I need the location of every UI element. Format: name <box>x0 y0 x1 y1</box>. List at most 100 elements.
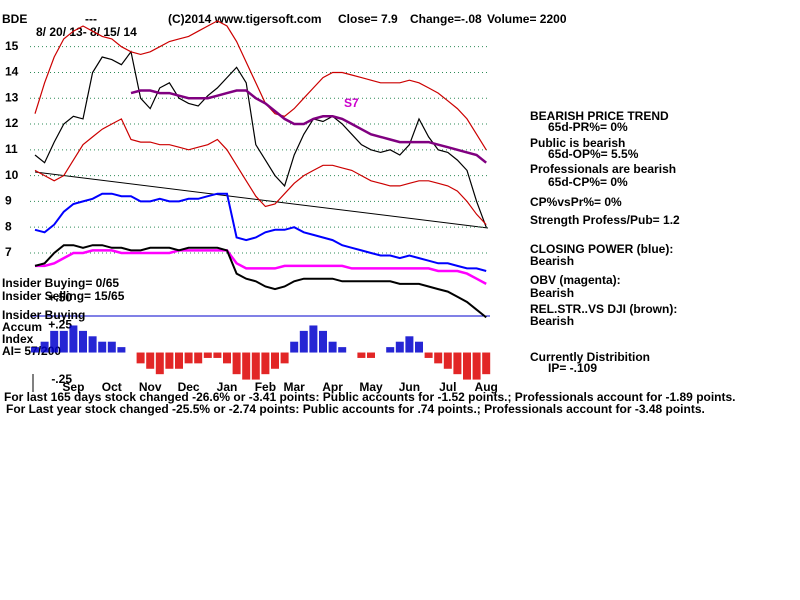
y-tick-label: 14 <box>5 65 19 79</box>
accum-bar <box>194 352 203 364</box>
accum-bar <box>280 352 289 364</box>
accum-bar <box>299 330 308 353</box>
accum-bar <box>453 352 462 375</box>
copyright: (C)2014 www.tigersoft.com <box>168 12 322 26</box>
accum-bar <box>309 325 318 353</box>
accum-bar <box>223 352 231 364</box>
footer-line: For last 165 days stock changed -26.6% o… <box>4 390 736 404</box>
accum-bar <box>482 352 491 375</box>
series-line <box>34 192 487 272</box>
side-note: Bearish <box>530 314 574 328</box>
accum-bar <box>319 330 327 353</box>
accum-bar <box>434 352 443 364</box>
accum-bar <box>50 330 59 353</box>
insider-selling: Insider Selling= 15/65 <box>2 289 125 303</box>
y-tick-label: 10 <box>5 168 19 182</box>
side-note: 65d-PR%= 0% <box>548 120 628 134</box>
side-note: BEARISH PRICE TREND <box>530 109 669 123</box>
date-range: 8/ 20/ 13- 8/ 15/ 14 <box>36 25 137 39</box>
y-tick-label: 13 <box>5 90 19 104</box>
series-line <box>130 89 487 164</box>
y-tick-label: 9 <box>5 194 12 208</box>
symbol: BDE <box>2 12 27 26</box>
accum-bar <box>184 352 193 364</box>
accum-bar <box>98 341 107 353</box>
y-tick-label: 15 <box>5 39 19 53</box>
accum-bar <box>213 352 222 358</box>
insider-buying: Insider Buying= 0/65 <box>2 276 119 290</box>
accum-bar <box>203 352 212 358</box>
x-tick-label: Nov <box>139 380 162 394</box>
x-tick-label: Mar <box>284 380 306 394</box>
accum-bar <box>424 352 433 358</box>
accum-bar <box>386 347 395 353</box>
accum-bar <box>328 341 337 353</box>
accum-bar <box>79 330 87 353</box>
accum-bar <box>290 341 299 353</box>
series-line <box>34 118 487 226</box>
side-note: 65d-CP%= 0% <box>548 175 628 189</box>
x-tick-label: Jan <box>217 380 238 394</box>
accum-bar <box>395 341 404 353</box>
y-tick-label: 7 <box>5 245 12 259</box>
accum-tick-label: +.25 <box>48 318 72 332</box>
accum-bar <box>165 352 174 369</box>
y-tick-label: 11 <box>5 142 18 156</box>
accum-bar <box>117 347 126 353</box>
x-tick-label: May <box>359 380 383 394</box>
y-tick-label: 12 <box>5 116 19 130</box>
trend-line <box>34 171 489 229</box>
accum-bar <box>242 352 251 380</box>
series-line <box>34 20 487 151</box>
x-tick-label: Dec <box>178 380 200 394</box>
side-note: REL.STR..VS DJI (brown): <box>530 302 677 316</box>
accum-bar <box>367 352 375 358</box>
x-tick-label: Aug <box>475 380 498 394</box>
accum-label: Accum <box>2 320 42 334</box>
accum-bar <box>251 352 260 380</box>
side-note: CP%vsPr%= 0% <box>530 195 622 209</box>
accum-bar <box>405 336 414 353</box>
dashes: --- <box>85 12 97 26</box>
series-line <box>34 244 487 319</box>
x-tick-label: Apr <box>322 380 343 394</box>
accum-tick-label: -.25 <box>51 372 72 386</box>
accum-bar <box>271 352 279 369</box>
accum-label: Index <box>2 332 34 346</box>
accum-bar <box>472 352 481 380</box>
y-tick-label: 8 <box>5 219 12 233</box>
accum-bar <box>415 341 423 353</box>
accum-bar <box>88 336 97 353</box>
change: Change=-.08 <box>410 12 482 26</box>
accum-bar <box>40 341 49 353</box>
close: Close= 7.9 <box>338 12 398 26</box>
side-note: Professionals are bearish <box>530 162 676 176</box>
accum-bar <box>155 352 164 375</box>
footer-line: For Last year stock changed -25.5% or -2… <box>6 402 705 416</box>
accum-label: Insider Buying <box>2 308 85 322</box>
accum-bar <box>443 352 452 369</box>
side-note: Public is bearish <box>530 136 625 150</box>
side-note: Bearish <box>530 254 574 268</box>
accum-bar <box>261 352 270 375</box>
accum-bar <box>146 352 155 369</box>
accum-bar <box>338 347 347 353</box>
x-tick-label: Feb <box>255 380 276 394</box>
accum-tick-label: +.50 <box>48 291 72 305</box>
side-note: Bearish <box>530 286 574 300</box>
side-note: Currently Distribition <box>530 350 650 364</box>
side-note: Strength Profess/Pub= 1.2 <box>530 213 680 227</box>
side-note: 65d-OP%= 5.5% <box>548 147 639 161</box>
accum-bar <box>463 352 471 380</box>
accum-bar <box>357 352 366 358</box>
accum-bar <box>69 325 78 353</box>
x-tick-label: Jul <box>439 380 456 394</box>
side-note: CLOSING POWER (blue): <box>530 242 673 256</box>
x-tick-label: Jun <box>399 380 420 394</box>
series-line <box>35 249 487 285</box>
signal: S7 <box>344 96 359 110</box>
x-tick-label: Oct <box>102 380 122 394</box>
accum-bar <box>107 341 116 353</box>
